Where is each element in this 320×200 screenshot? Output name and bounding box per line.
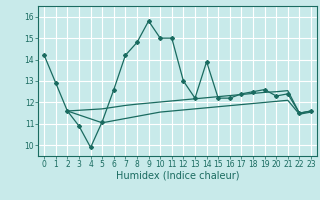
X-axis label: Humidex (Indice chaleur): Humidex (Indice chaleur) — [116, 171, 239, 181]
